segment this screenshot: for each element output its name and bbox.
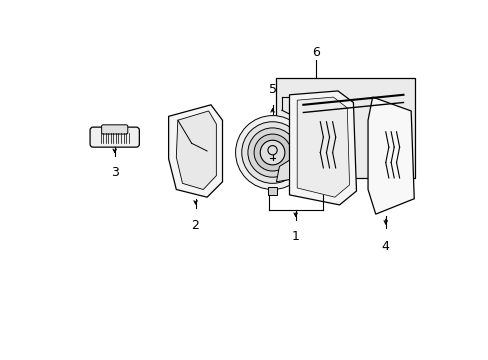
Bar xyxy=(303,127,320,147)
FancyBboxPatch shape xyxy=(267,187,277,195)
Circle shape xyxy=(241,122,303,183)
Text: 6: 6 xyxy=(312,46,320,59)
Polygon shape xyxy=(291,120,333,156)
Text: 5: 5 xyxy=(268,83,276,96)
Polygon shape xyxy=(367,97,413,214)
Polygon shape xyxy=(295,149,333,164)
Polygon shape xyxy=(289,91,356,205)
FancyBboxPatch shape xyxy=(102,125,127,134)
Polygon shape xyxy=(333,133,345,145)
Polygon shape xyxy=(168,105,222,197)
Polygon shape xyxy=(276,160,289,182)
Bar xyxy=(276,78,414,178)
Circle shape xyxy=(235,116,309,189)
Text: 3: 3 xyxy=(111,166,119,179)
Text: 4: 4 xyxy=(381,239,389,253)
FancyBboxPatch shape xyxy=(90,127,139,147)
Circle shape xyxy=(254,134,290,171)
Text: 1: 1 xyxy=(291,230,299,243)
Circle shape xyxy=(260,140,285,165)
Polygon shape xyxy=(176,111,216,189)
Circle shape xyxy=(247,128,297,177)
Polygon shape xyxy=(297,97,349,197)
Text: 2: 2 xyxy=(191,219,199,232)
